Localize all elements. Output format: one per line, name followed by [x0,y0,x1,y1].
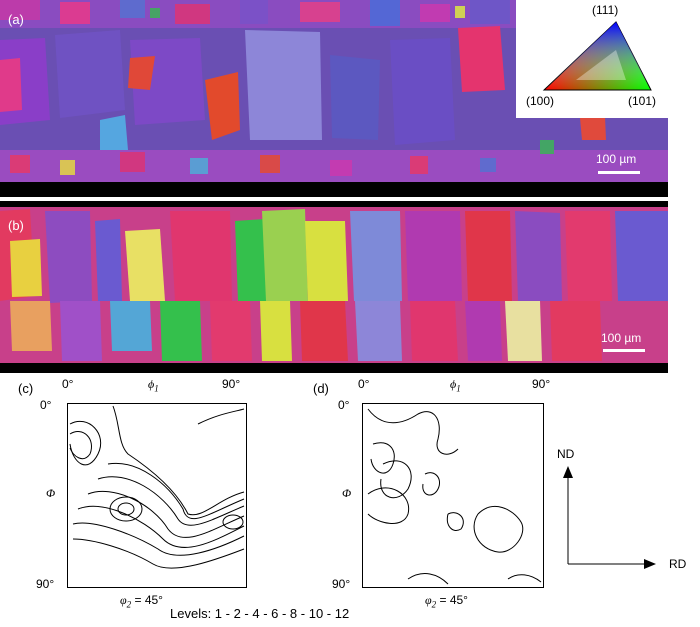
d-x-left: 0° [358,377,370,391]
ipf-label-100: (100) [526,94,555,108]
d-x-sub: 1 [456,383,461,394]
c-x-symbol: ϕ1 [148,377,159,393]
c-y-bottom: 90° [36,577,55,591]
d-phi2-symbol: φ [425,593,432,607]
nd-rd-arrows [563,466,656,569]
odf-plot-d [362,403,544,588]
panel-label-a: (a) [8,12,24,27]
d-phi2-sub: 2 [431,599,437,610]
scale-label-a: 100 µm [596,152,637,166]
ebsd-map-b [0,201,668,373]
ipf-key-box [516,0,668,118]
c-phi2-label: φ2 = 45° [120,593,163,609]
d-phi2-value: = 45° [436,593,468,607]
c-y-symbol: Φ [46,486,56,500]
d-y-symbol: Φ [342,486,352,500]
scale-label-b: 100 µm [601,331,642,345]
rd-label: RD [669,557,687,571]
d-x-symbol-text: ϕ [450,377,457,391]
odf-contours-c [69,405,245,569]
ipf-label-111: (111) [592,3,619,17]
c-x-sub: 1 [154,383,159,394]
c-x-left: 0° [62,377,74,391]
scale-bar-b [603,349,645,352]
panel-label-d: (d) [313,381,329,396]
ipf-label-101: (101) [628,94,657,108]
d-x-symbol: ϕ1 [450,377,461,393]
c-phi2-symbol: φ [120,593,127,607]
nd-arrowhead [563,466,573,478]
nd-label: ND [557,447,575,461]
d-x-right: 90° [532,377,551,391]
ipf-key-triangle [542,21,652,91]
contour-levels: Levels: 1 - 2 - 4 - 6 - 8 - 10 - 12 [170,606,350,621]
scale-bar-a [598,171,640,174]
c-y-top: 0° [40,398,52,412]
c-phi2-value: = 45° [131,593,163,607]
c-x-right: 90° [222,377,241,391]
odf-plot-c [67,403,247,588]
panel-label-b: (b) [8,218,24,233]
panel-label-c: (c) [18,381,34,396]
d-y-top: 0° [338,398,350,412]
rd-arrowhead [644,559,656,569]
c-x-symbol-text: ϕ [148,377,155,391]
d-phi2-label: φ2 = 45° [425,593,468,609]
odf-contours-d [367,408,542,585]
c-phi2-sub: 2 [126,599,132,610]
ebsd-map-b-image [0,201,668,373]
d-y-bottom: 90° [332,577,351,591]
